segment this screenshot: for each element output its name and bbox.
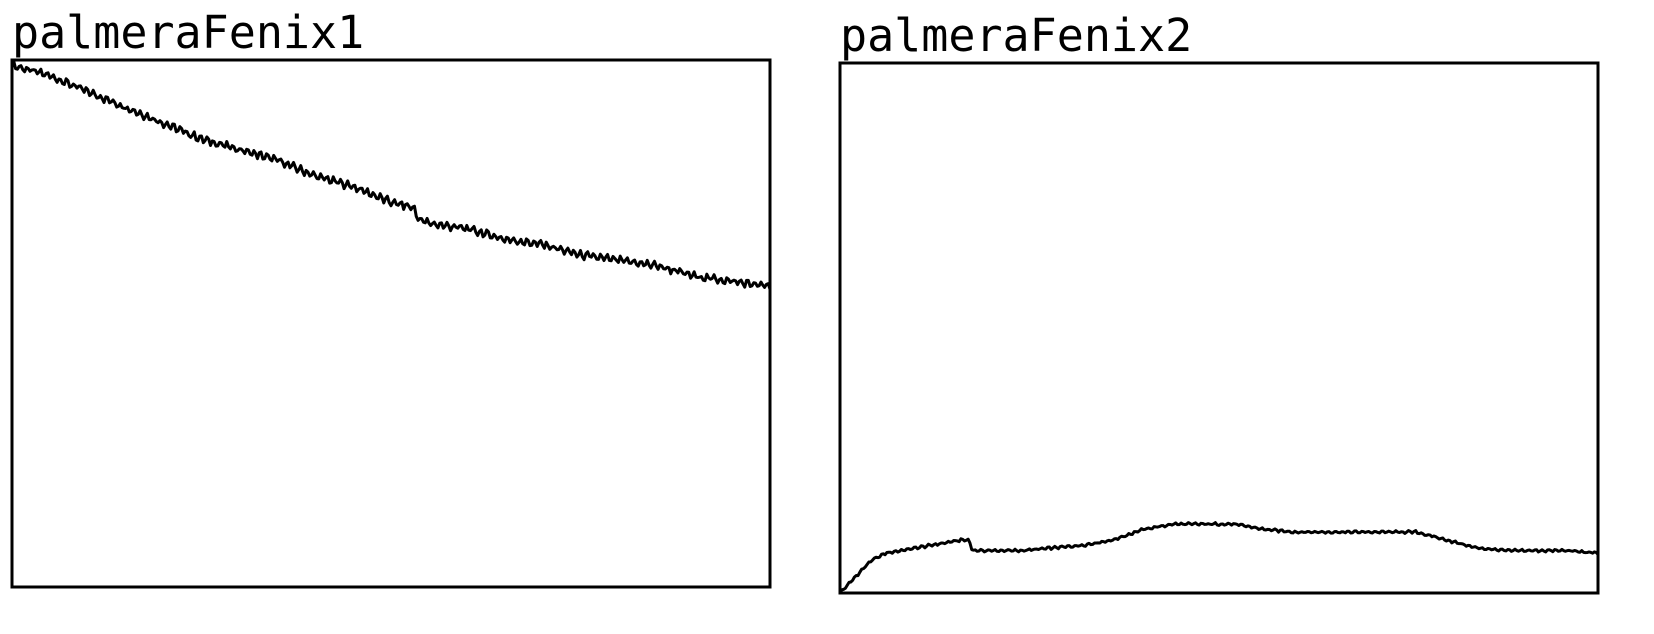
line-chart-palmerafenix2 (838, 61, 1600, 595)
chart-title-palmerafenix2: palmeraFenix2 (840, 9, 1193, 62)
chart-title-palmerafenix1: palmeraFenix1 (12, 6, 365, 59)
plot-frame (838, 61, 1600, 595)
line-chart-palmerafenix1 (10, 58, 772, 589)
series-line (838, 521, 1600, 595)
plot-frame (10, 58, 772, 589)
series-line (10, 59, 772, 290)
